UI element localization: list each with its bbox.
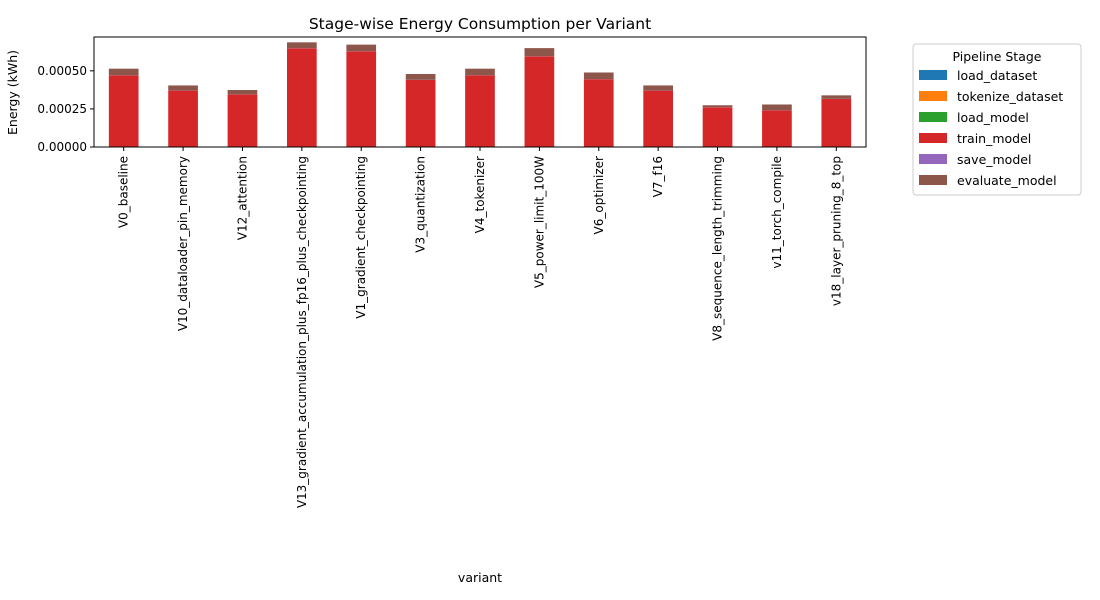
legend-label-save_model: save_model bbox=[957, 152, 1031, 167]
bar-train_model-5 bbox=[405, 79, 436, 147]
bar-evaluate_model-8 bbox=[583, 72, 614, 80]
bar-evaluate_model-11 bbox=[762, 104, 792, 111]
bar-evaluate_model-0 bbox=[108, 68, 139, 76]
bar-train_model-7 bbox=[524, 56, 555, 147]
x-axis-title: variant bbox=[458, 570, 502, 585]
bar-evaluate_model-12 bbox=[821, 95, 852, 99]
x-tick-label: V5_power_limit_100W bbox=[532, 156, 546, 288]
x-tick-label: V7_f16 bbox=[651, 156, 665, 197]
x-tick-label: v18_layer_pruning_8_top bbox=[829, 156, 843, 306]
legend-label-load_dataset: load_dataset bbox=[957, 68, 1037, 83]
bar-evaluate_model-9 bbox=[643, 85, 673, 91]
legend-label-tokenize_dataset: tokenize_dataset bbox=[957, 89, 1063, 104]
legend: Pipeline Stage load_dataset tokenize_data… bbox=[912, 43, 1082, 196]
bar-evaluate_model-10 bbox=[702, 105, 733, 108]
bar-evaluate_model-7 bbox=[524, 48, 555, 57]
legend-title: Pipeline Stage bbox=[952, 49, 1041, 64]
plot-frame bbox=[93, 36, 867, 148]
bar-train_model-3 bbox=[287, 48, 317, 147]
bar-evaluate_model-6 bbox=[465, 68, 495, 76]
legend-swatch-load_model bbox=[919, 112, 947, 122]
bar-evaluate_model-1 bbox=[168, 85, 198, 91]
bar-train_model-10 bbox=[702, 107, 733, 147]
bar-train_model-8 bbox=[583, 79, 614, 147]
bar-evaluate_model-3 bbox=[287, 42, 317, 49]
legend-frame bbox=[912, 43, 1082, 196]
x-tick-label: V3_quantization bbox=[414, 156, 428, 253]
legend-label-evaluate_model: evaluate_model bbox=[957, 173, 1057, 188]
legend-swatch-tokenize_dataset bbox=[919, 91, 947, 101]
y-axis-title: Energy (kWh) bbox=[5, 50, 20, 135]
bar-train_model-9 bbox=[643, 90, 673, 147]
bar-train_model-4 bbox=[346, 51, 377, 147]
bar-train_model-6 bbox=[465, 75, 495, 147]
x-ticks-group: V0_baseline V10_dataloader_pin_memory V12_… bbox=[117, 147, 843, 508]
bar-evaluate_model-4 bbox=[346, 44, 377, 52]
bar-train_model-12 bbox=[821, 99, 852, 147]
x-tick-label: V12_attention bbox=[235, 156, 249, 240]
bar-evaluate_model-2 bbox=[227, 90, 258, 95]
x-tick-label: V1_gradient_checkpointing bbox=[354, 156, 368, 319]
legend-swatch-save_model bbox=[919, 154, 947, 164]
x-tick-label: V13_gradient_accumulation_plus_fp16_plus… bbox=[295, 156, 309, 508]
x-tick-label: V0_baseline bbox=[117, 156, 131, 228]
y-tick-label: 0.00000 bbox=[37, 140, 87, 154]
legend-swatch-evaluate_model bbox=[919, 175, 947, 185]
bar-evaluate_model-5 bbox=[405, 74, 436, 80]
bar-train_model-11 bbox=[762, 110, 792, 147]
y-tick-label: 0.00025 bbox=[37, 102, 87, 116]
legend-swatch-train_model bbox=[919, 133, 947, 143]
legend-label-train_model: train_model bbox=[957, 131, 1031, 146]
bar-train_model-0 bbox=[108, 75, 139, 147]
x-tick-label: V6_optimizer bbox=[592, 156, 606, 235]
x-tick-label: V8_sequence_length_trimming bbox=[711, 156, 725, 341]
legend-label-load_model: load_model bbox=[957, 110, 1029, 125]
y-ticks-group: 0.00000 0.00025 0.00050 bbox=[37, 64, 94, 154]
legend-swatch-load_dataset bbox=[919, 70, 947, 80]
y-tick-label: 0.00050 bbox=[37, 64, 87, 78]
bar-train_model-1 bbox=[168, 90, 198, 147]
bars-group bbox=[108, 42, 852, 147]
x-tick-label: V10_dataloader_pin_memory bbox=[176, 156, 190, 331]
x-tick-label: v11_torch_compile bbox=[770, 156, 784, 269]
chart-title: Stage-wise Energy Consumption per Varian… bbox=[309, 15, 651, 33]
bar-train_model-2 bbox=[227, 94, 258, 147]
x-tick-label: V4_tokenizer bbox=[473, 156, 487, 233]
